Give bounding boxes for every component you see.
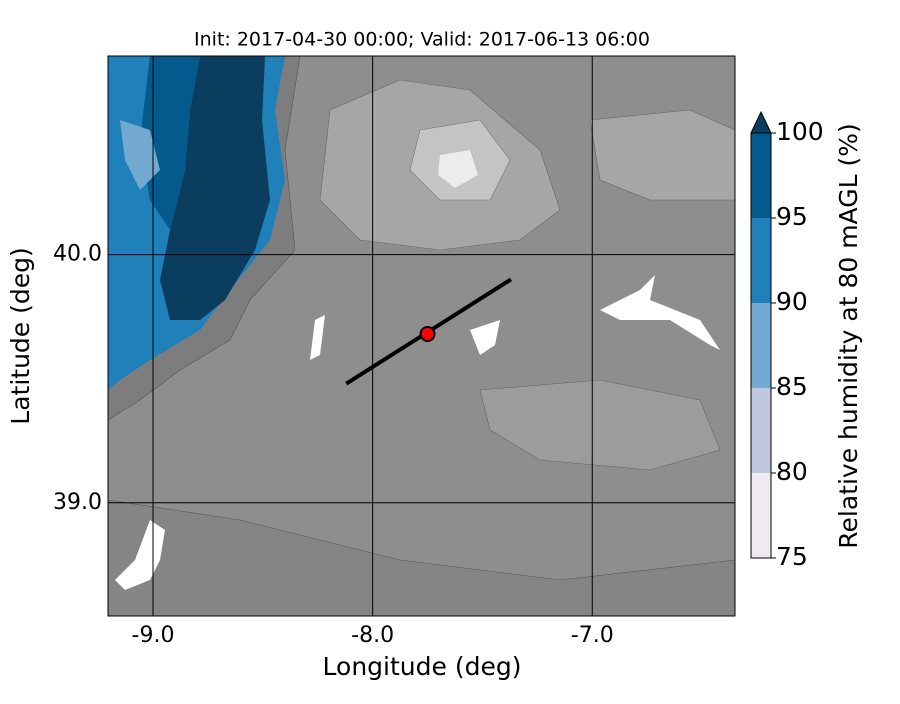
field-dark: [108, 499, 735, 616]
y-tick-label: 39.0: [53, 490, 102, 515]
field-light: [589, 109, 735, 201]
field-dry: [600, 275, 720, 350]
field-dry: [310, 315, 325, 360]
y-tick-label: 40.0: [53, 242, 102, 267]
colorbar-segment: [751, 303, 771, 388]
colorbar-tick-label: 85: [776, 372, 808, 401]
colorbar-tick-label: 75: [776, 542, 808, 571]
plot-frame: [107, 55, 736, 617]
colorbar-frame: [750, 132, 772, 559]
colorbar-tick-label: 90: [776, 287, 808, 316]
field-dry: [470, 320, 500, 355]
colorbar-segment: [751, 473, 771, 558]
map-field: [108, 56, 735, 616]
title: Init: 2017-04-30 00:00; Valid: 2017-06-1…: [194, 29, 650, 51]
field-patch: [120, 120, 160, 190]
field-wet2: [140, 56, 200, 230]
colorbar-label: Relative humidity at 80 mAGL (%): [834, 123, 863, 548]
colorbar-segment: [751, 218, 771, 303]
x-tick-label: -9.0: [132, 623, 175, 648]
x-tick-label: -8.0: [351, 623, 394, 648]
colorbar-segment: [751, 388, 771, 473]
colorbar-tick-label: 80: [776, 457, 808, 486]
colorbar-tick-label: 100: [776, 117, 824, 146]
colorbar-tick-label: 95: [776, 202, 808, 231]
colorbar-extend: [750, 110, 772, 134]
field-dry: [115, 520, 165, 590]
x-axis-label: Longitude (deg): [323, 652, 522, 681]
field-light: [479, 379, 721, 471]
colorbar-segment: [751, 133, 771, 218]
y-axis-label: Latitude (deg): [6, 247, 35, 424]
site-point: [419, 326, 436, 343]
field-wet: [160, 56, 270, 320]
field-lightest: [438, 150, 478, 188]
x-tick-label: -7.0: [571, 623, 614, 648]
